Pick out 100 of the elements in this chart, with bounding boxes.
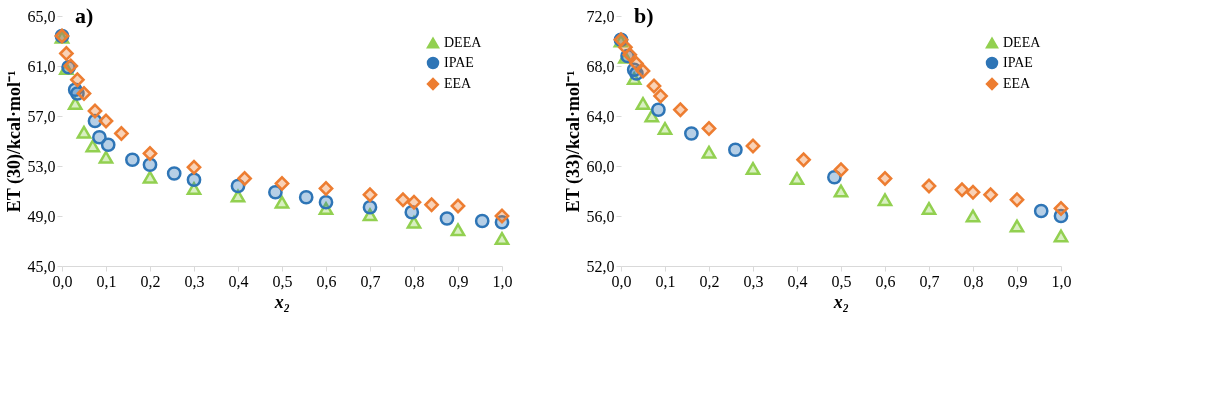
point xyxy=(644,109,660,123)
x-tick-label: 0,0 xyxy=(52,272,73,290)
point xyxy=(646,78,662,94)
point xyxy=(114,126,129,141)
point xyxy=(125,152,140,168)
point xyxy=(186,159,202,175)
point xyxy=(450,223,466,237)
legend-label: DEEA xyxy=(444,35,483,50)
point xyxy=(965,184,981,200)
point xyxy=(1009,219,1025,233)
point xyxy=(424,197,439,213)
point xyxy=(237,171,252,186)
point xyxy=(745,138,761,154)
x-tick-label: 0,6 xyxy=(875,272,896,290)
point xyxy=(142,157,158,173)
point xyxy=(362,187,378,203)
point xyxy=(728,142,743,158)
point xyxy=(98,113,114,129)
point xyxy=(186,172,202,188)
x-tick-label: 0,7 xyxy=(360,272,381,290)
point xyxy=(1053,201,1069,216)
point xyxy=(983,187,998,203)
x-tick-label: 1,0 xyxy=(492,272,513,290)
legend-label: IPAE xyxy=(444,55,474,70)
point xyxy=(653,88,668,104)
point xyxy=(474,213,490,229)
point xyxy=(877,193,893,207)
x-tick-label: 0,6 xyxy=(316,272,337,290)
point xyxy=(87,103,103,119)
point xyxy=(1009,192,1025,208)
point xyxy=(796,152,811,168)
point xyxy=(85,139,101,153)
point xyxy=(1033,203,1049,219)
point xyxy=(494,231,510,246)
point xyxy=(921,201,937,216)
x-tick-label: 0,8 xyxy=(963,272,984,290)
y-axis-title: ET (30)/kcal·mol⁻¹ xyxy=(3,70,25,213)
point xyxy=(877,171,893,186)
point xyxy=(450,198,466,214)
x-tick-label: 0,8 xyxy=(404,272,425,290)
point xyxy=(673,102,688,118)
x-tick-label: 0,9 xyxy=(448,272,469,290)
x-tick-label: 0,3 xyxy=(743,272,764,290)
y-tick-label: 56,0 xyxy=(586,207,615,225)
chart-title: b) xyxy=(634,3,654,28)
y-axis-title: ET (33)/kcal·mol⁻¹ xyxy=(562,70,584,213)
point xyxy=(701,145,717,159)
point xyxy=(439,211,455,226)
point xyxy=(59,46,74,61)
point xyxy=(318,181,334,196)
legend-label: DEEA xyxy=(1003,35,1042,50)
point xyxy=(635,96,651,111)
point xyxy=(657,121,673,136)
point xyxy=(100,137,116,153)
y-tick-label: 45,0 xyxy=(27,257,56,275)
point xyxy=(274,195,290,209)
y-tick-label: 53,0 xyxy=(27,157,56,175)
y-tick-label: 68,0 xyxy=(586,57,615,75)
x-axis-title: x₂ xyxy=(832,291,850,312)
point xyxy=(684,126,699,141)
x-tick-label: 0,7 xyxy=(919,272,940,290)
point xyxy=(268,184,283,200)
point xyxy=(921,178,937,194)
x-tick-label: 0,5 xyxy=(272,272,293,290)
point xyxy=(701,121,717,136)
point xyxy=(965,209,981,223)
legend-label: IPAE xyxy=(1003,55,1033,70)
x-tick-label: 0,1 xyxy=(96,272,117,290)
point xyxy=(298,189,314,205)
point xyxy=(98,150,114,164)
x-tick-label: 0,5 xyxy=(831,272,852,290)
point xyxy=(833,162,849,178)
x-tick-label: 0,9 xyxy=(1007,272,1028,290)
point xyxy=(92,129,107,145)
y-tick-label: 64,0 xyxy=(586,107,615,125)
y-tick-label: 52,0 xyxy=(586,257,615,275)
y-tick-label: 65,0 xyxy=(27,7,56,25)
point xyxy=(629,56,644,71)
point xyxy=(651,102,666,118)
legend-label: EEA xyxy=(444,76,473,91)
x-tick-label: 0,2 xyxy=(140,272,161,290)
legend-label: EEA xyxy=(1003,76,1032,91)
point xyxy=(954,182,970,198)
x-tick-label: 0,3 xyxy=(184,272,205,290)
point xyxy=(362,199,378,215)
point xyxy=(833,184,849,198)
point xyxy=(318,194,334,210)
x-axis-title: x₂ xyxy=(273,291,291,312)
point xyxy=(166,166,182,181)
y-tick-label: 72,0 xyxy=(586,7,615,25)
point xyxy=(1053,229,1069,243)
point xyxy=(76,86,92,101)
y-tick-label: 57,0 xyxy=(27,107,56,125)
chart-title: a) xyxy=(75,3,94,28)
point xyxy=(635,63,651,79)
point xyxy=(274,176,290,191)
x-tick-label: 0,0 xyxy=(611,272,632,290)
point xyxy=(142,170,158,184)
point xyxy=(789,171,805,186)
y-tick-label: 61,0 xyxy=(27,57,56,75)
